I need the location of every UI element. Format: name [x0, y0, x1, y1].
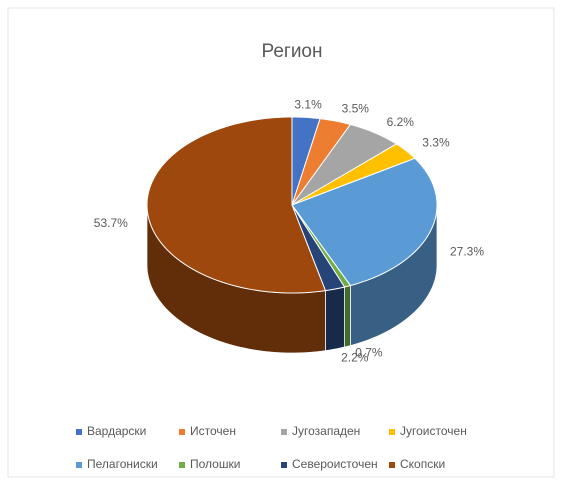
data-label: 0.7% — [355, 345, 383, 359]
data-label: 27.3% — [450, 244, 484, 258]
legend-label: Вардарски — [87, 424, 146, 438]
slice — [291, 157, 438, 287]
data-label: 6.2% — [387, 115, 415, 129]
legend-swatch — [179, 429, 185, 435]
data-label: 2.2% — [341, 350, 369, 364]
slice — [291, 123, 398, 206]
data-label: 3.3% — [422, 135, 450, 149]
legend-swatch — [281, 429, 287, 435]
legend-swatch — [281, 462, 287, 468]
slice — [291, 143, 416, 206]
legend-label: Југоисточен — [400, 424, 467, 438]
legend-swatch — [76, 429, 82, 435]
slice — [146, 116, 327, 294]
legend-swatch — [389, 429, 395, 435]
data-label: 3.5% — [342, 101, 370, 115]
slice — [291, 118, 352, 206]
legend-label: Скопски — [400, 457, 445, 471]
data-label: 3.1% — [294, 97, 322, 111]
legend-swatch — [389, 462, 395, 468]
slice-side — [325, 286, 345, 352]
chart-title: Регион — [261, 41, 322, 62]
legend-label: Пелагониски — [87, 457, 158, 471]
data-label: 53.7% — [94, 216, 128, 230]
slice-side — [344, 285, 351, 348]
legend-label: Југозападен — [292, 424, 360, 438]
legend-label: Источен — [190, 424, 236, 438]
legend-swatch — [179, 462, 185, 468]
legend-label: Полошки — [190, 457, 240, 471]
legend-label: Североисточен — [292, 457, 378, 471]
slice — [291, 204, 346, 292]
legend-swatch — [76, 462, 82, 468]
